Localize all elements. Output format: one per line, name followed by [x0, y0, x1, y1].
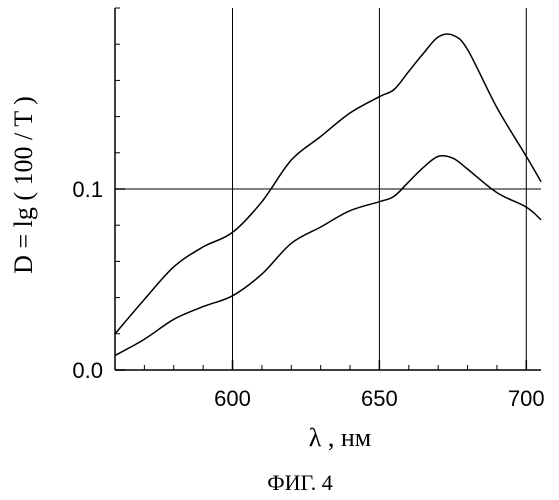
x-tick-label: 650: [361, 386, 398, 411]
figure-caption: ФИГ. 4: [267, 470, 333, 495]
x-tick-label: 600: [214, 386, 251, 411]
series-line-1: [115, 34, 541, 334]
tick-labels: 600 650 700 0.0 0.1: [72, 177, 544, 411]
x-tick-label: 700: [508, 386, 545, 411]
grid: [115, 8, 541, 370]
y-tick-label: 0.0: [72, 358, 103, 383]
y-tick-label: 0.1: [72, 177, 103, 202]
series-line-2: [115, 156, 541, 356]
x-axis-title: λ , нм: [309, 423, 371, 452]
y-axis-title: D = lg ( 100 / T ): [9, 96, 38, 274]
series-group: [115, 34, 541, 356]
